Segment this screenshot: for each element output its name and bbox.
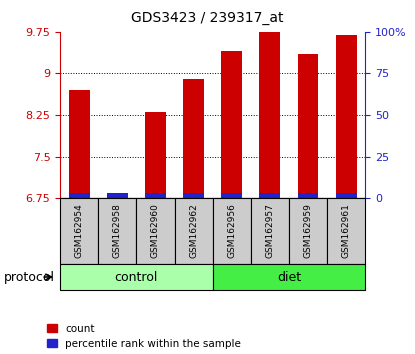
Text: GSM162954: GSM162954 — [75, 204, 84, 258]
Bar — [289, 198, 327, 264]
Text: GSM162956: GSM162956 — [227, 204, 236, 258]
Text: GSM162957: GSM162957 — [265, 204, 274, 258]
Text: control: control — [115, 270, 158, 284]
Bar — [183, 79, 204, 198]
Text: diet: diet — [277, 270, 301, 284]
Bar — [251, 198, 289, 264]
Bar — [221, 51, 242, 198]
Bar — [298, 193, 318, 198]
Bar — [137, 198, 175, 264]
Bar — [336, 35, 356, 198]
Bar — [60, 264, 212, 290]
Bar — [298, 54, 318, 198]
Bar — [107, 193, 128, 198]
Bar — [175, 198, 213, 264]
Bar — [259, 32, 281, 198]
Text: protocol: protocol — [4, 270, 55, 284]
Bar — [69, 193, 90, 198]
Bar — [60, 198, 98, 264]
Bar — [259, 193, 281, 198]
Bar — [145, 193, 166, 198]
Text: GSM162961: GSM162961 — [342, 204, 351, 258]
Text: GSM162960: GSM162960 — [151, 204, 160, 258]
Bar — [98, 198, 137, 264]
Bar — [69, 90, 90, 198]
Bar — [212, 264, 365, 290]
Bar — [183, 193, 204, 198]
Text: GDS3423 / 239317_at: GDS3423 / 239317_at — [131, 11, 284, 25]
Text: GSM162962: GSM162962 — [189, 204, 198, 258]
Bar — [107, 193, 128, 198]
Bar — [221, 193, 242, 198]
Bar — [336, 193, 356, 198]
Bar — [145, 112, 166, 198]
Bar — [212, 198, 251, 264]
Bar — [327, 198, 365, 264]
Text: GSM162959: GSM162959 — [303, 204, 312, 258]
Legend: count, percentile rank within the sample: count, percentile rank within the sample — [47, 324, 242, 349]
Text: GSM162958: GSM162958 — [113, 204, 122, 258]
